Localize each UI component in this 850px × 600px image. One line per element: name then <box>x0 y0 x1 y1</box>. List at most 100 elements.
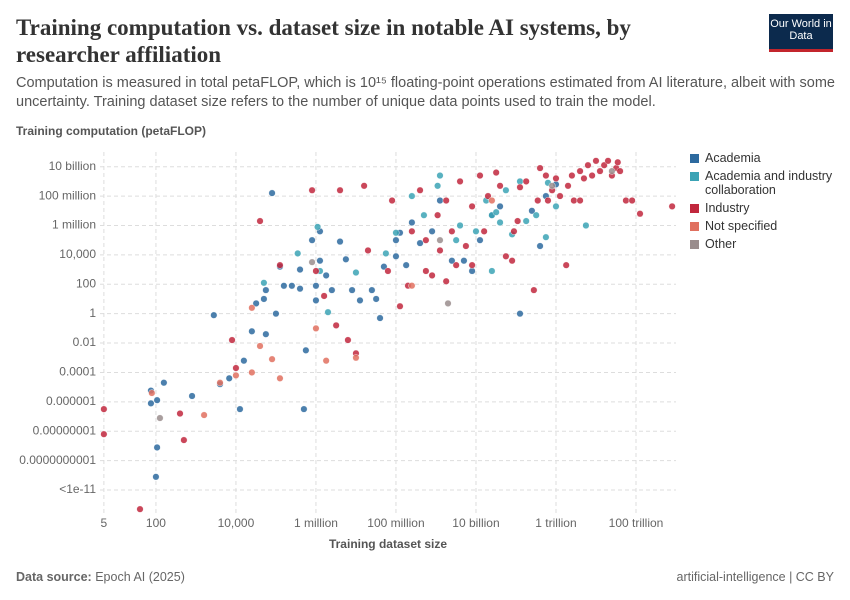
legend-item[interactable]: Other <box>690 237 840 251</box>
point <box>582 221 590 229</box>
point <box>576 197 584 205</box>
x-tick-label: 100 <box>146 516 166 530</box>
point <box>552 174 560 182</box>
y-tick-label: 10,000 <box>59 247 96 261</box>
points <box>100 157 676 513</box>
point <box>502 252 510 260</box>
point <box>556 192 564 200</box>
point <box>608 167 616 175</box>
point <box>328 286 336 294</box>
footer-right: artificial-intelligence | CC BY <box>676 570 834 584</box>
source: Epoch AI (2025) <box>95 570 185 584</box>
point <box>456 177 464 185</box>
point <box>416 239 424 247</box>
point <box>488 197 496 205</box>
legend-label: Industry <box>705 201 750 215</box>
point <box>148 389 156 397</box>
source-label: Data source: <box>16 570 92 584</box>
x-tick-label: 1 million <box>294 516 338 530</box>
point <box>388 197 396 205</box>
point <box>436 172 444 180</box>
point <box>260 295 268 303</box>
point <box>628 197 636 205</box>
x-tick-label: 10 billion <box>452 516 499 530</box>
point <box>502 186 510 194</box>
point <box>428 227 436 235</box>
y-tick-label: 1 <box>89 306 96 320</box>
point <box>434 182 442 190</box>
point <box>344 336 352 344</box>
point <box>276 374 284 382</box>
x-axis-label: Training dataset size <box>329 537 447 551</box>
legend-item[interactable]: Academia <box>690 151 840 165</box>
point <box>448 257 456 265</box>
point <box>408 227 416 235</box>
point <box>422 267 430 275</box>
point <box>436 246 444 254</box>
legend-swatch <box>690 172 699 181</box>
point <box>584 161 592 169</box>
point <box>288 282 296 290</box>
point <box>152 473 160 481</box>
grid <box>100 152 676 515</box>
chart-title: Training computation vs. dataset size in… <box>16 15 631 67</box>
point <box>262 286 270 294</box>
point <box>622 197 630 205</box>
point <box>420 211 428 219</box>
point <box>522 177 530 185</box>
point <box>294 249 302 257</box>
point <box>252 299 260 307</box>
legend-swatch <box>690 204 699 213</box>
point <box>296 285 304 293</box>
point <box>532 211 540 219</box>
point <box>308 186 316 194</box>
point <box>564 182 572 190</box>
point <box>176 410 184 418</box>
point <box>596 167 604 175</box>
point <box>256 342 264 350</box>
point <box>225 374 233 382</box>
legend-item[interactable]: Academia and industry collaboration <box>690 169 840 197</box>
x-tick-label: 100 trillion <box>609 516 664 530</box>
point <box>456 221 464 229</box>
point <box>392 229 400 237</box>
point <box>100 430 108 438</box>
point <box>342 255 350 263</box>
point <box>360 182 368 190</box>
point <box>484 192 492 200</box>
point <box>322 357 330 365</box>
y-tick-label: 0.01 <box>73 335 97 349</box>
point <box>240 357 248 365</box>
point <box>542 233 550 241</box>
point <box>380 263 388 271</box>
point <box>262 330 270 338</box>
x-tick-label: 10,000 <box>218 516 255 530</box>
point <box>480 227 488 235</box>
point <box>460 257 468 265</box>
point <box>592 157 600 165</box>
point <box>312 296 320 304</box>
point <box>376 314 384 322</box>
point <box>488 267 496 275</box>
footer-source: Data source: Epoch AI (2025) <box>16 570 185 584</box>
point <box>396 302 404 310</box>
point <box>492 169 500 177</box>
point <box>402 261 410 269</box>
point <box>232 371 240 379</box>
point <box>434 211 442 219</box>
legend-item[interactable]: Not specified <box>690 219 840 233</box>
point <box>320 292 328 300</box>
logo[interactable]: Our World in Data <box>769 14 833 52</box>
point <box>528 207 536 215</box>
point <box>147 399 155 407</box>
point <box>188 392 196 400</box>
point <box>314 223 322 231</box>
point <box>408 192 416 200</box>
point <box>236 405 244 413</box>
legend-item[interactable]: Industry <box>690 201 840 215</box>
point <box>544 197 552 205</box>
point <box>452 236 460 244</box>
point <box>614 158 622 166</box>
point <box>248 327 256 335</box>
